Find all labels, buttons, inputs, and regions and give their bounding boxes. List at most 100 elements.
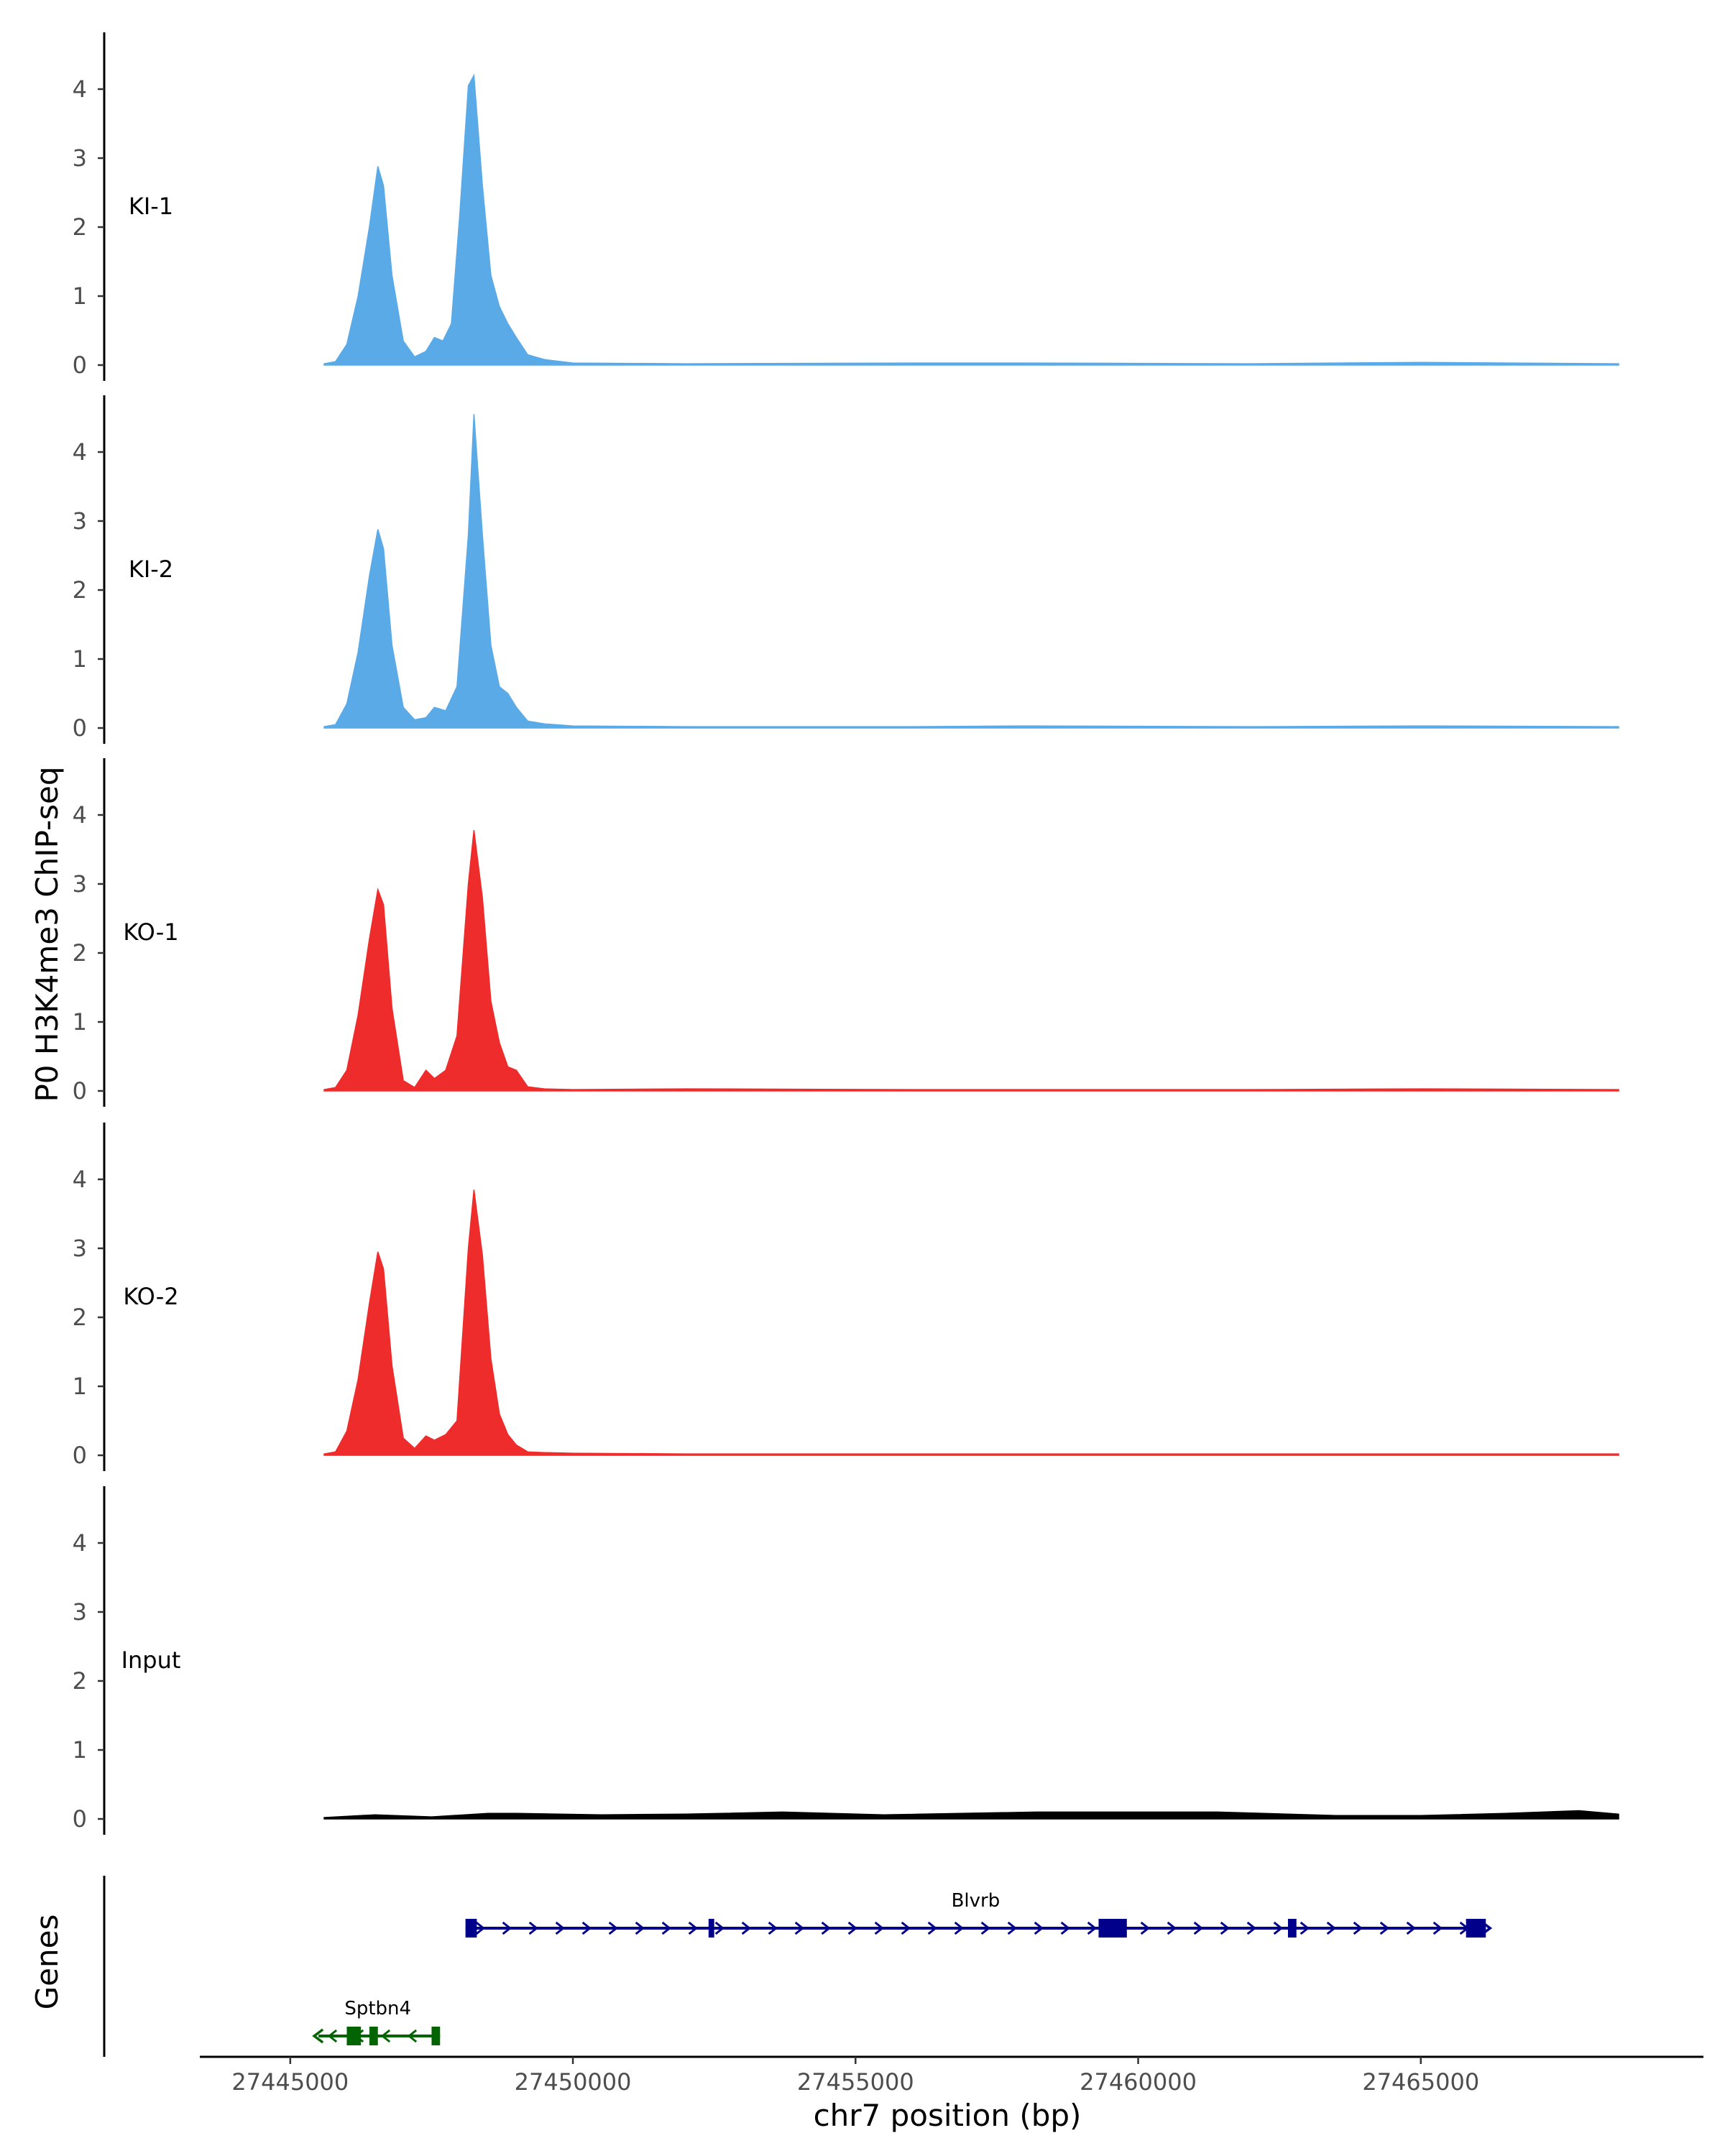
strand-arrow <box>1167 1921 1177 1935</box>
coverage-area <box>323 1189 1619 1456</box>
exon <box>465 1919 477 1938</box>
strand-arrow <box>380 2029 391 2043</box>
exon <box>708 1919 714 1938</box>
y-tick-label: 4 <box>73 75 87 103</box>
track-label: KI-1 <box>129 193 173 220</box>
strand-arrow <box>327 2029 338 2043</box>
track-ko-1: 0 1 2 3 4 KO-1 <box>73 758 1619 1107</box>
strand-arrow <box>874 1921 885 1935</box>
y-tick-label: 3 <box>73 144 87 172</box>
y-tick-label: 4 <box>73 801 87 829</box>
strand-arrow <box>1379 1921 1390 1935</box>
y-tick-label: 3 <box>73 1235 87 1262</box>
coverage-area <box>323 1810 1619 1820</box>
y-tick-label: 0 <box>73 1805 87 1833</box>
strand-arrow <box>954 1921 965 1935</box>
y-tick-label: 2 <box>73 939 87 967</box>
genes-axis-title: Genes <box>29 1915 65 2010</box>
gene-label: Blvrb <box>952 1890 1000 1912</box>
track-label: KI-2 <box>129 556 173 583</box>
y-tick-label: 1 <box>73 645 87 673</box>
strand-arrow <box>407 2029 418 2043</box>
exon <box>431 2027 441 2045</box>
y-tick-label: 2 <box>73 213 87 241</box>
y-tick-label: 4 <box>73 438 87 466</box>
strand-arrow <box>1353 1921 1363 1935</box>
coverage-area <box>323 830 1619 1092</box>
strand-arrow <box>312 2028 324 2044</box>
y-tick-label: 3 <box>73 870 87 898</box>
strand-arrow <box>980 1921 991 1935</box>
exon <box>1466 1919 1486 1938</box>
track-ko-2: 0 1 2 3 4 KO-2 <box>73 1123 1619 1471</box>
track-label: KO-1 <box>123 918 178 946</box>
strand-arrow <box>475 1921 486 1935</box>
strand-arrow <box>1246 1921 1257 1935</box>
strand-arrow <box>688 1921 699 1935</box>
strand-arrow <box>1432 1921 1443 1935</box>
x-tick-label: 27455000 <box>797 2068 914 2096</box>
exon <box>1287 1919 1297 1938</box>
track-ki-1: 0 1 2 3 4 KI-1 <box>73 32 1619 381</box>
strand-arrow <box>1220 1921 1230 1935</box>
strand-arrow <box>741 1921 752 1935</box>
strand-arrow <box>1140 1921 1151 1935</box>
x-tick-label: 27465000 <box>1362 2068 1479 2096</box>
gene-blvrb: Blvrb <box>465 1890 1493 1938</box>
y-tick-label: 0 <box>73 1442 87 1469</box>
exon <box>1098 1919 1127 1938</box>
track-label: Input <box>121 1646 181 1674</box>
strand-arrow <box>1034 1921 1044 1935</box>
x-axis-title: chr7 position (bp) <box>814 2098 1082 2133</box>
strand-arrow <box>502 1921 512 1935</box>
y-tick-label: 2 <box>73 1304 87 1331</box>
y-tick-label: 0 <box>73 351 87 379</box>
y-tick-label: 1 <box>73 1736 87 1764</box>
y-tick-label: 0 <box>73 714 87 742</box>
y-tick-label: 3 <box>73 507 87 535</box>
strand-arrow <box>927 1921 938 1935</box>
strand-arrow <box>768 1921 778 1935</box>
exon <box>346 2027 362 2045</box>
strand-arrow <box>901 1921 911 1935</box>
y-tick-label: 0 <box>73 1077 87 1105</box>
track-label: KO-2 <box>123 1283 178 1310</box>
x-tick-label: 27450000 <box>515 2068 632 2096</box>
x-axis: 27445000 27450000 27455000 27460000 27465000 <box>200 2055 1703 2096</box>
strand-arrow <box>581 1921 592 1935</box>
strand-arrow <box>1300 1921 1310 1935</box>
track-ki-2: 0 1 2 3 4 KI-2 <box>73 395 1619 744</box>
x-tick-label: 27445000 <box>231 2068 349 2096</box>
gene-label: Sptbn4 <box>344 1998 411 2019</box>
strand-arrow <box>555 1921 566 1935</box>
strand-arrow <box>1060 1921 1071 1935</box>
strand-arrow <box>1193 1921 1204 1935</box>
y-tick-label: 4 <box>73 1166 87 1193</box>
strand-arrow <box>714 1921 725 1935</box>
strand-arrow <box>635 1921 645 1935</box>
gene-annotation-panel: Blvrb Sptbn4 <box>103 1876 1493 2057</box>
strand-arrow <box>528 1921 539 1935</box>
strand-arrow <box>821 1921 832 1935</box>
y-tick-label: 1 <box>73 1008 87 1036</box>
strand-arrow <box>794 1921 805 1935</box>
exon <box>369 2027 378 2045</box>
strand-arrow <box>847 1921 858 1935</box>
strand-arrow <box>1087 1921 1098 1935</box>
coverage-area <box>323 414 1619 729</box>
y-tick-label: 4 <box>73 1529 87 1557</box>
strand-arrow <box>661 1921 672 1935</box>
strand-arrow <box>1326 1921 1337 1935</box>
y-tick-label: 3 <box>73 1598 87 1626</box>
y-tick-label: 2 <box>73 1667 87 1695</box>
gene-sptbn4: Sptbn4 <box>312 1998 441 2045</box>
coverage-tracks: 0 1 2 3 4 KI-1 0 1 2 3 4 KI-2 0 1 2 3 4 KO-1 0 1 2 3 4 KO-2 0 1 2 3… <box>73 32 1619 1835</box>
y-axis-title: P0 H3K4me3 ChIP-seq <box>29 766 65 1102</box>
y-tick-label: 1 <box>73 1373 87 1400</box>
coverage-area <box>323 73 1619 366</box>
strand-arrow <box>1007 1921 1018 1935</box>
x-tick-label: 27460000 <box>1080 2068 1197 2096</box>
y-tick-label: 1 <box>73 282 87 310</box>
strand-arrow <box>1406 1921 1417 1935</box>
